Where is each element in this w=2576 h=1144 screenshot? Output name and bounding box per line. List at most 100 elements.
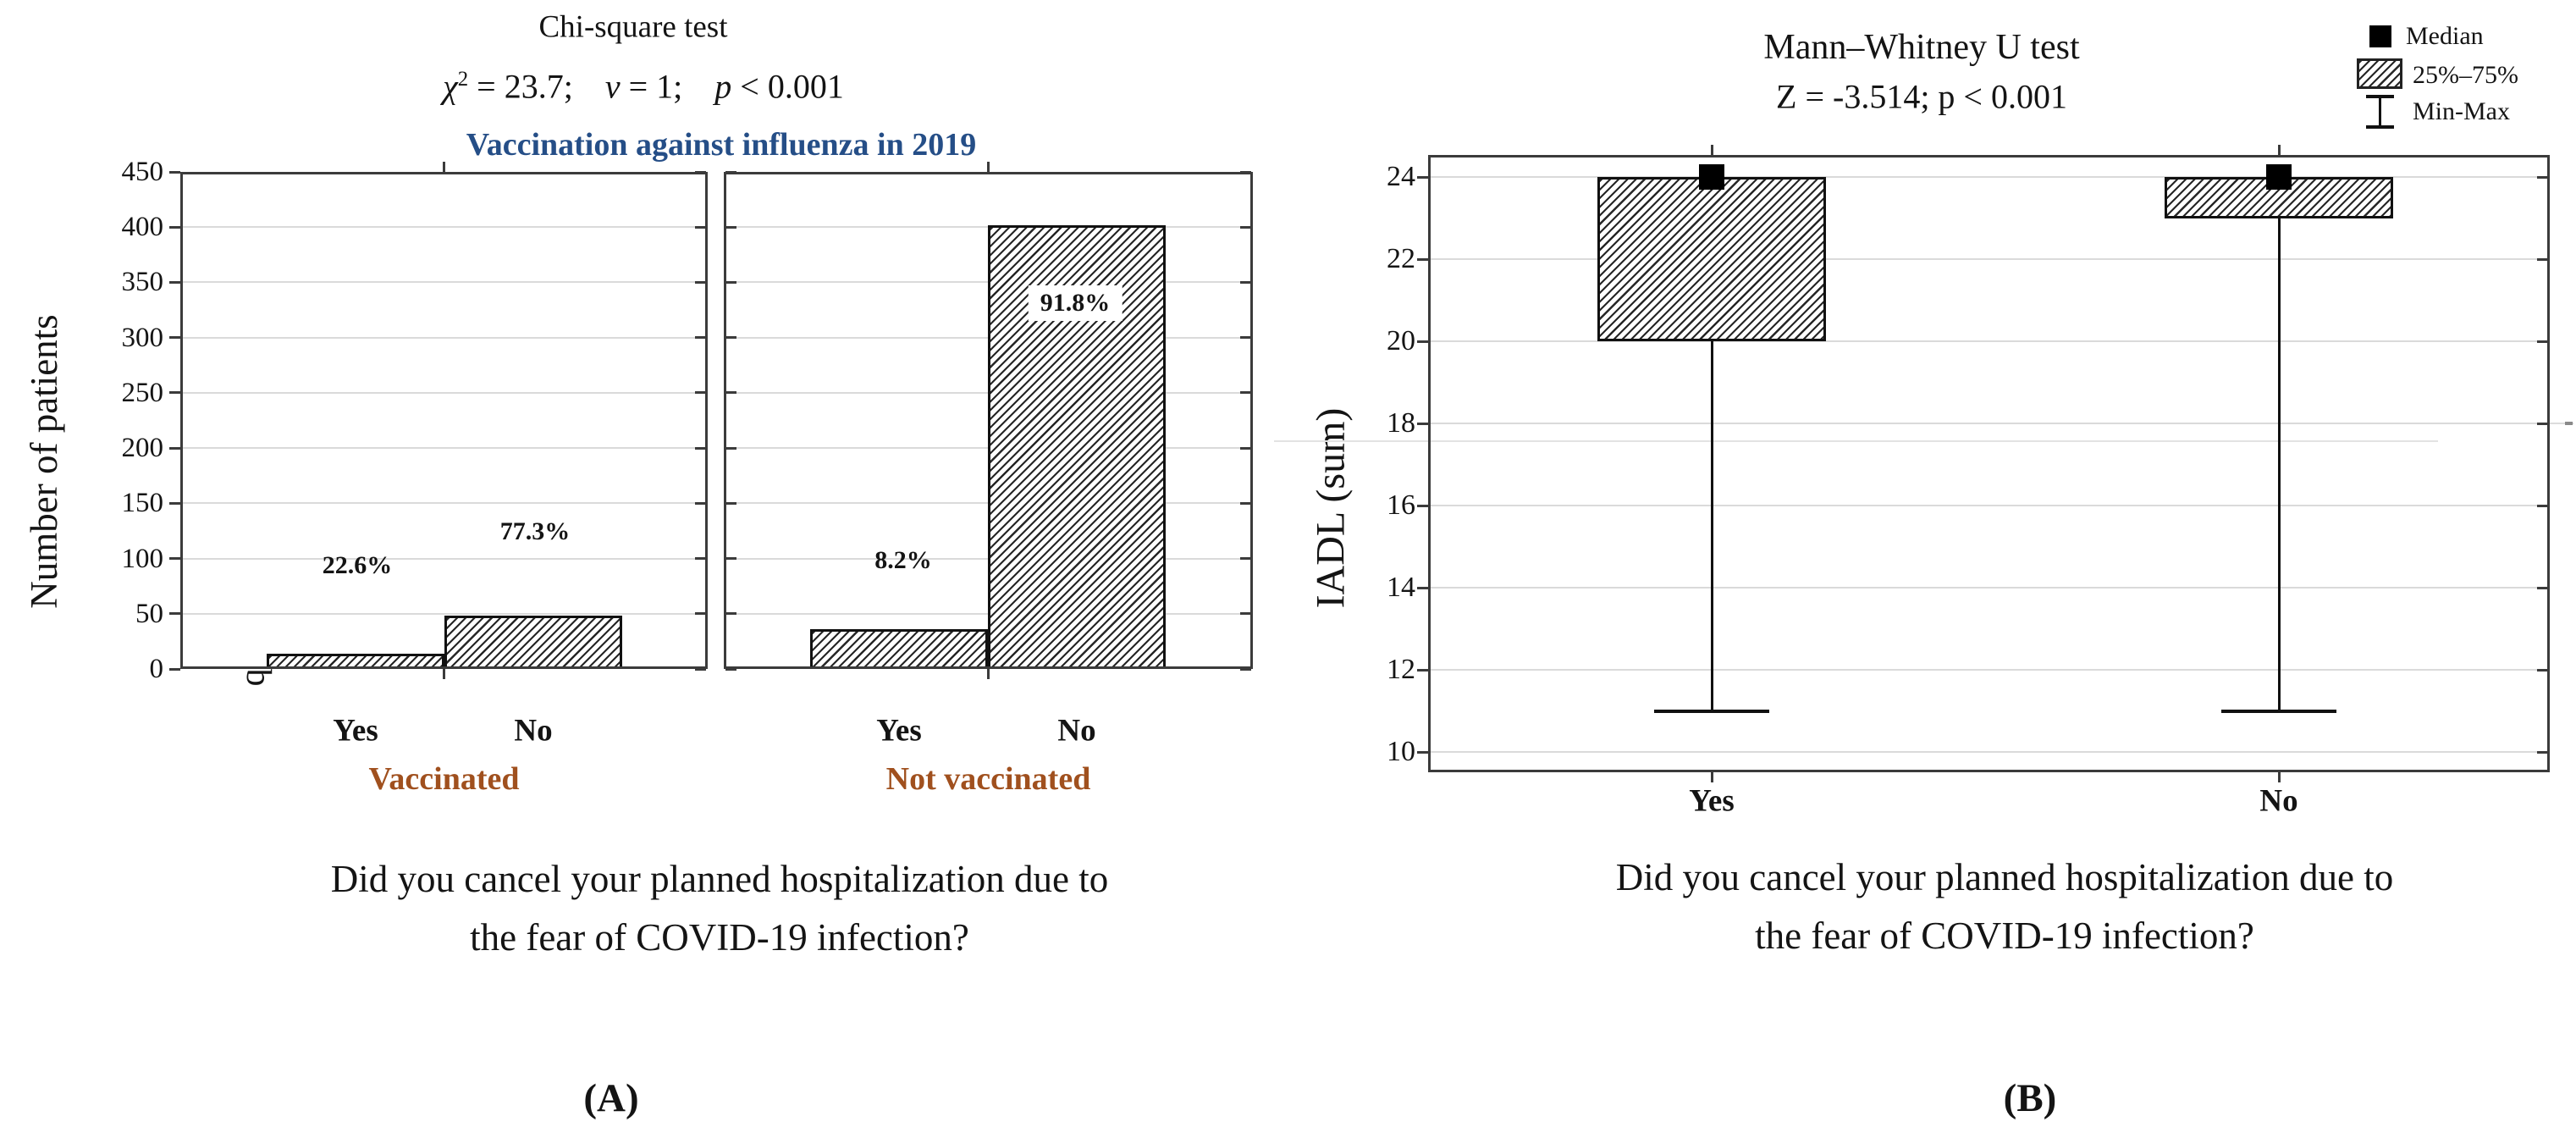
iqr-box-yes	[1597, 177, 1826, 341]
y-tick	[2537, 504, 2548, 507]
panel-b-x-axis-title-line2: the fear of COVID-19 infection?	[1755, 915, 2254, 957]
x-tick-bottom	[2277, 772, 2281, 782]
gridline	[180, 226, 708, 229]
y-tick	[725, 336, 736, 340]
group-label: Not vaccinated	[885, 761, 1091, 797]
category-label-yes: Yes	[876, 713, 922, 749]
y-axis-tick-label: 450	[121, 157, 164, 187]
artifact-dot	[2565, 422, 2573, 425]
panel-b-x-axis-title-line1: Did you cancel your planned hospitalizat…	[1615, 856, 2394, 898]
y-axis-tick-label: 300	[121, 322, 164, 353]
y-tick	[169, 225, 180, 229]
y-axis-tick-label: 12	[1387, 654, 1415, 685]
y-tick	[1240, 170, 1251, 174]
bar-not-vaccinated-yes	[810, 629, 988, 669]
y-tick	[725, 501, 736, 505]
gridline	[180, 281, 708, 284]
whisker-min-cap	[2221, 709, 2336, 713]
x-tick-bottom	[443, 669, 445, 679]
percent-label: 77.3%	[499, 517, 571, 545]
y-axis-tick-label: 0	[149, 654, 164, 684]
y-tick	[2537, 750, 2548, 754]
y-tick	[2537, 340, 2548, 343]
y-tick	[725, 446, 736, 450]
whisker-stem	[2277, 218, 2281, 711]
gridline	[180, 391, 708, 394]
y-tick	[1240, 391, 1251, 395]
y-axis-tick-label: 14	[1387, 572, 1415, 603]
median-marker	[1699, 164, 1724, 190]
y-tick	[725, 225, 736, 229]
gridline	[180, 447, 708, 450]
y-tick	[1240, 446, 1251, 450]
y-tick	[169, 667, 180, 671]
category-label-no: No	[514, 713, 553, 749]
y-tick	[1240, 667, 1251, 671]
y-axis-tick-label: 10	[1387, 736, 1415, 767]
panel-a-x-axis-title-line1: Did you cancel your planned hospitalizat…	[330, 858, 1109, 900]
y-tick	[2537, 422, 2548, 425]
group-label: Vaccinated	[368, 761, 520, 797]
category-label-no: No	[1057, 713, 1096, 749]
x-tick-top	[443, 162, 445, 172]
percent-label: 22.6%	[322, 551, 393, 579]
y-tick	[725, 612, 736, 616]
y-tick	[2537, 257, 2548, 261]
gridline	[180, 502, 708, 505]
y-tick	[1240, 280, 1251, 284]
panel-a-stats: χ2 = 23.7; ν = 1; p < 0.001	[443, 67, 844, 107]
y-axis-tick-label: 150	[121, 488, 164, 519]
percent-label: 91.8%	[1028, 285, 1123, 321]
stray-character-artifact: b	[239, 668, 278, 687]
y-tick	[169, 170, 180, 174]
y-tick	[695, 667, 706, 671]
y-tick	[1417, 668, 1428, 671]
subpanel-frame	[724, 172, 1253, 669]
gridline	[1428, 669, 2550, 671]
y-tick	[1240, 557, 1251, 561]
y-axis-tick-label: 250	[121, 377, 164, 408]
x-tick-bottom	[987, 669, 990, 679]
category-label-yes: Yes	[1689, 783, 1735, 819]
y-tick	[695, 391, 706, 395]
median-marker-icon	[2369, 25, 2391, 47]
panel-b-title: Mann–Whitney U test	[1763, 28, 2080, 67]
panel-a-subtitle: Vaccination against influenza in 2019	[466, 127, 977, 163]
y-axis-tick-label: 400	[121, 212, 164, 243]
bar-vaccinated-yes	[267, 653, 444, 669]
bar-vaccinated-no	[444, 616, 622, 669]
y-tick	[1417, 586, 1428, 589]
gridline	[180, 612, 708, 615]
nu-term: ν = 1;	[604, 67, 683, 106]
y-tick	[169, 280, 180, 284]
y-tick	[1417, 422, 1428, 425]
y-tick	[169, 557, 180, 561]
y-tick	[695, 557, 706, 561]
gridline	[1428, 505, 2550, 506]
x-tick-top	[1710, 145, 1713, 155]
iqr-box-icon	[2357, 58, 2402, 89]
y-tick	[1417, 257, 1428, 261]
y-axis-tick-label: 24	[1387, 161, 1415, 192]
y-tick	[169, 501, 180, 505]
artifact-line	[1274, 440, 2438, 442]
panel-b-frame	[1428, 155, 2550, 772]
gridline	[1428, 340, 2550, 342]
y-axis-tick-label: 20	[1387, 325, 1415, 356]
legend-label-median: Median	[2406, 22, 2484, 50]
median-marker	[2266, 164, 2292, 190]
y-tick	[1240, 612, 1251, 616]
y-axis-tick-label: 22	[1387, 243, 1415, 274]
y-tick	[695, 225, 706, 229]
y-tick	[695, 336, 706, 340]
category-label-no: No	[2259, 783, 2298, 819]
whisker-stem	[1710, 341, 1713, 711]
y-axis-tick-label: 100	[121, 543, 164, 574]
y-tick	[695, 280, 706, 284]
gridline	[1428, 751, 2550, 753]
y-tick	[1240, 336, 1251, 340]
y-tick	[725, 667, 736, 671]
y-tick	[695, 446, 706, 450]
x-tick-bottom	[1710, 772, 1713, 782]
